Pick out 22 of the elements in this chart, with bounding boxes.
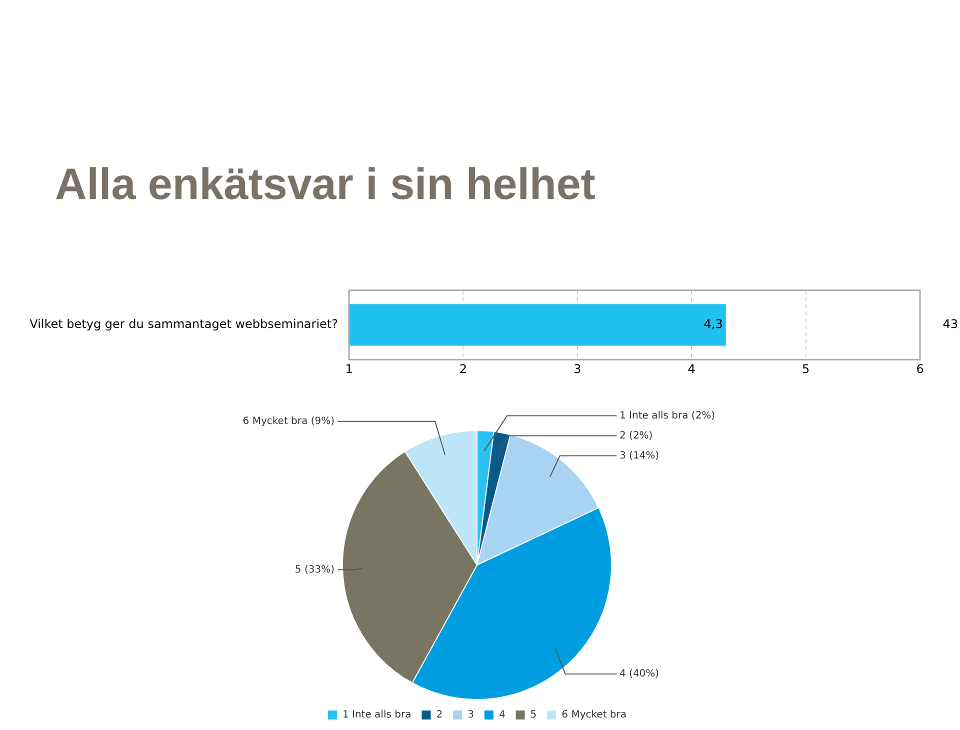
- legend-label: 4: [498, 710, 506, 721]
- data-label: 2 (2%): [620, 430, 653, 442]
- legend-label: 3: [468, 710, 474, 721]
- x-tick-label: 3: [574, 362, 582, 376]
- chart-title: Alla enkätsvar i sin helhet: [55, 160, 596, 210]
- data-label: 4,3: [704, 317, 723, 332]
- y-tick-label: Vilket betyg ger du sammantaget webbseminariet?: [30, 317, 338, 332]
- x-tick-label: 2: [459, 362, 468, 376]
- data-label: 3 (14%): [620, 450, 660, 462]
- data-label: 5 (33%): [294, 564, 335, 576]
- data-label: 4 (40%): [620, 668, 660, 680]
- data-label: 6 Mycket bra (9%): [242, 416, 335, 428]
- x-tick-label: 6: [916, 362, 924, 376]
- x-tick-label: 5: [802, 362, 810, 376]
- legend-label: 6 Mycket bra: [562, 710, 627, 721]
- data-label: 1 Inte alls bra (2%): [620, 410, 716, 422]
- legend-label: 5: [530, 710, 537, 721]
- text: 43: [942, 317, 958, 332]
- legend-label: 1 Inte alls bra: [342, 710, 412, 721]
- x-tick-label: 1: [345, 362, 353, 376]
- x-tick-label: 4: [688, 362, 696, 376]
- legend-label: 2: [436, 710, 443, 721]
